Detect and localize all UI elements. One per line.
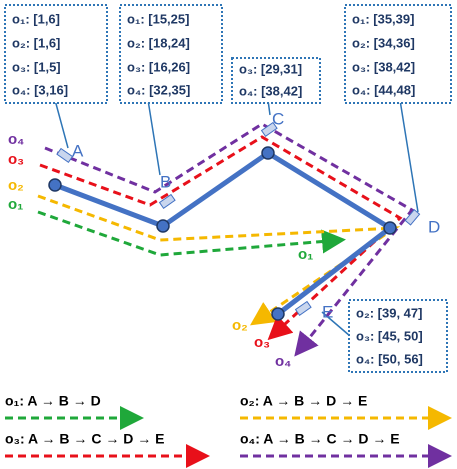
box-row: o₂: [39, 47] — [356, 305, 422, 320]
path-label: o₁ — [8, 196, 23, 213]
path-label: o₁ — [298, 246, 313, 263]
box-row: o₃: [1,5] — [12, 59, 61, 74]
box-row: o₃: [38,42] — [352, 59, 415, 74]
box-row: o₁: [35,39] — [352, 11, 414, 26]
box-row: o₂: [1,6] — [12, 35, 60, 50]
node-label: D — [428, 217, 440, 236]
box-row: o₄: [50, 56] — [356, 351, 423, 366]
legend-label: o₁: A → B → D — [5, 393, 101, 409]
box-text: o₁: [1,6] o₂: [1,6] o₃: [1,5] o₄: [3,16]… — [12, 11, 423, 366]
box-row: o₂: [34,36] — [352, 35, 415, 50]
box-row: o₁: [1,6] — [12, 11, 60, 26]
node-label: E — [322, 302, 333, 321]
path-label: o₄ — [8, 131, 24, 148]
box-row: o₄: [38,42] — [239, 83, 302, 98]
legend: o₁: A → B → D o₂: A → B → D → E o₃: A → … — [5, 393, 452, 468]
cameras — [56, 121, 421, 316]
box-row: o₄: [32,35] — [127, 82, 190, 97]
node-labels: A B C D E — [72, 109, 440, 321]
path-label: o₂ — [8, 177, 24, 194]
box-row: o₄: [44,48] — [352, 82, 415, 97]
box-row: o₃: [16,26] — [127, 59, 190, 74]
box-row: o₁: [15,25] — [127, 11, 189, 26]
path-labels: o₄ o₃ o₂ o₁ o₁ o₂ o₃ o₄ — [8, 131, 313, 370]
legend-label: o₂: A → B → D → E — [240, 393, 367, 409]
path-label: o₂ — [232, 317, 248, 334]
box-row: o₃: [29,31] — [239, 61, 302, 76]
legend-label: o₃: A → B → C → D → E — [5, 431, 164, 447]
path-label: o₄ — [275, 353, 291, 370]
legend-label: o₄: A → B → C → D → E — [240, 431, 400, 447]
node-label: B — [160, 172, 171, 191]
box-row: o₂: [18,24] — [127, 35, 190, 50]
node-label: C — [272, 109, 284, 128]
routes — [37, 122, 415, 357]
box-row: o₄: [3,16] — [12, 82, 68, 97]
box-row: o₃: [45, 50] — [356, 328, 423, 343]
node-label: A — [72, 141, 84, 160]
boxes — [4, 4, 452, 373]
path-label: o₃ — [254, 334, 270, 351]
path-label: o₃ — [8, 151, 24, 168]
